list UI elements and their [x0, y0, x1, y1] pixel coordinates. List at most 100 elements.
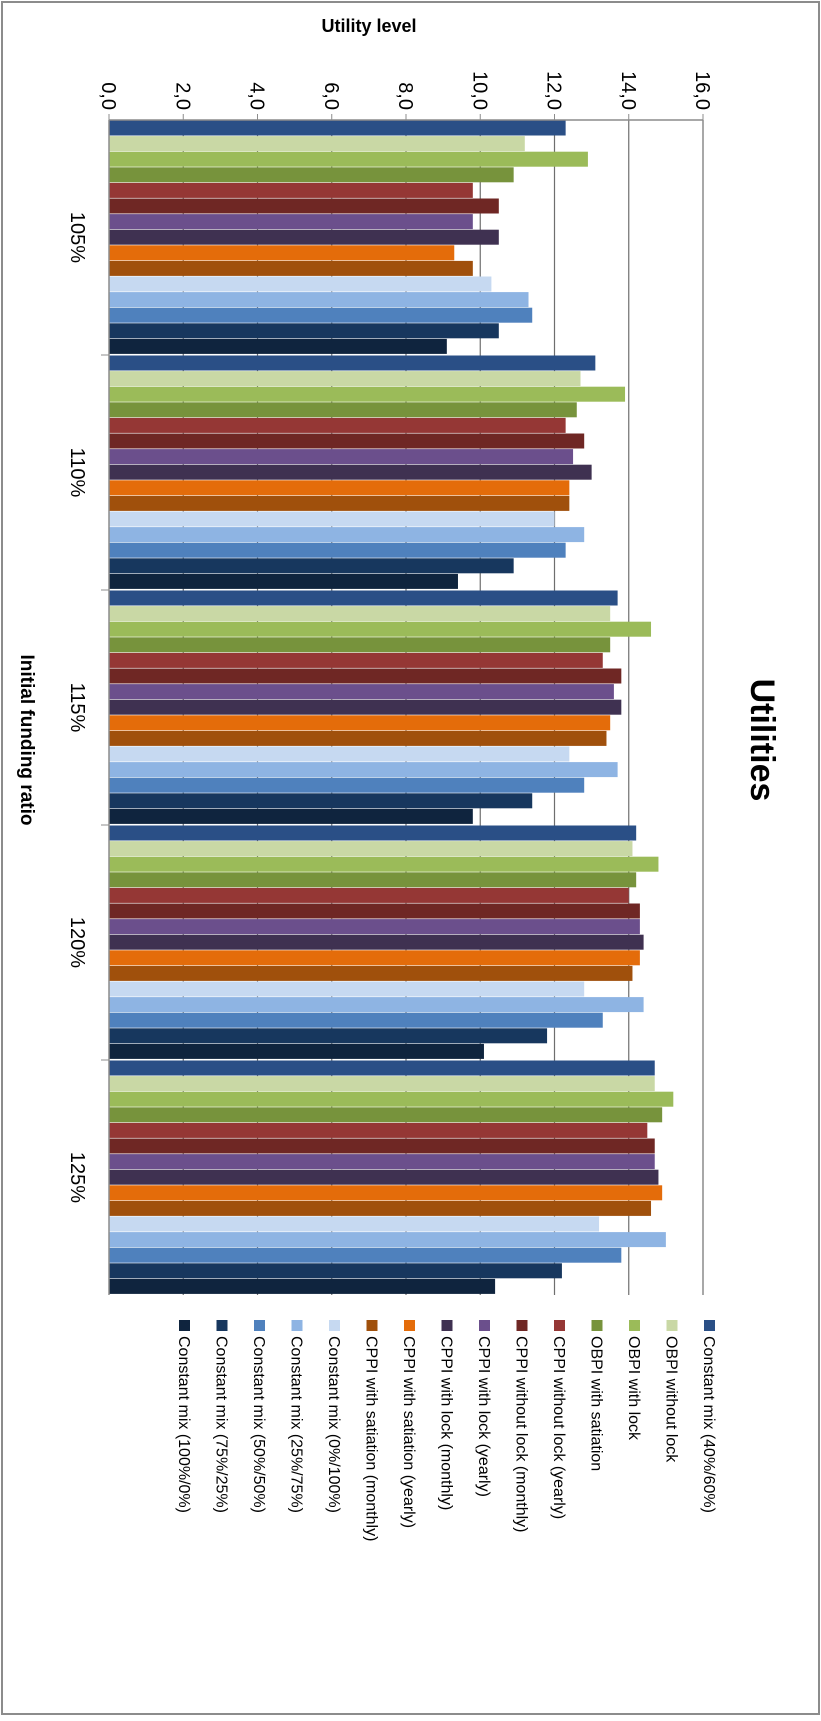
bar: [109, 386, 626, 402]
legend-item: Constant mix (25%/75%): [288, 1320, 305, 1513]
legend-label: Constant mix (40%/60%): [700, 1336, 717, 1513]
bar: [109, 872, 637, 888]
bar: [109, 511, 555, 527]
bars: [108, 120, 674, 1294]
legend-label: OBPI with satiation: [588, 1336, 605, 1471]
legend-swatch: [591, 1320, 603, 1331]
bar: [109, 1185, 663, 1201]
bar: [108, 542, 566, 558]
bar: [109, 292, 529, 308]
x-tick-label: 125%: [66, 1152, 88, 1203]
legend-swatch: [704, 1320, 715, 1331]
y-tick-label: 16,0: [691, 71, 713, 110]
bar: [109, 1028, 548, 1044]
legend-swatch: [404, 1320, 415, 1331]
bar: [109, 762, 618, 778]
bar: [108, 120, 566, 136]
x-axis-title: Initial funding ratio: [16, 655, 37, 826]
bar: [109, 1107, 663, 1123]
bar: [109, 730, 607, 746]
y-tick-label: 8,0: [394, 82, 416, 110]
bar: [109, 684, 614, 700]
bar: [109, 808, 473, 824]
legend-label: CPPI with satiation (yearly): [400, 1336, 417, 1528]
bar: [109, 198, 499, 214]
legend-label: CPPI with lock (monthly): [438, 1336, 455, 1510]
legend-swatch: [554, 1320, 565, 1331]
bar: [108, 1247, 622, 1263]
legend-label: Constant mix (25%/75%): [288, 1336, 305, 1513]
y-axis-title: Utility level: [321, 16, 416, 36]
bar: [109, 558, 514, 574]
bar: [108, 777, 585, 793]
bar: [109, 402, 577, 418]
bar: [108, 433, 585, 449]
legend-label: OBPI with lock: [625, 1336, 642, 1441]
x-tick-label: 120%: [66, 917, 88, 968]
legend-swatch: [441, 1320, 453, 1331]
bar: [109, 182, 473, 198]
bar: [109, 307, 533, 323]
legend-item: CPPI with lock (monthly): [438, 1320, 455, 1510]
bar: [109, 1122, 648, 1138]
bar: [109, 151, 588, 167]
bar: [108, 950, 640, 966]
bar: [109, 323, 499, 339]
bar: [109, 1060, 655, 1076]
x-tick-label: 115%: [66, 683, 88, 733]
y-tick-label: 12,0: [543, 71, 565, 110]
bar: [109, 997, 644, 1013]
bar: [109, 480, 570, 496]
legend-swatch: [629, 1320, 640, 1331]
bar: [109, 573, 458, 589]
bar: [108, 856, 659, 872]
bar: [109, 590, 618, 606]
bar: [109, 167, 514, 183]
legend-item: OBPI without lock: [663, 1320, 680, 1463]
legend-swatch: [329, 1320, 340, 1331]
legend-item: Constant mix (50%/50%): [250, 1320, 267, 1513]
bar: [108, 621, 652, 637]
bar: [109, 746, 570, 762]
chart-title: Utilities: [743, 679, 781, 802]
legend-label: CPPI with lock (yearly): [475, 1336, 492, 1497]
bar: [109, 637, 611, 653]
legend: Constant mix (40%/60%) OBPI without lock O…: [175, 1320, 717, 1541]
bar: [109, 1076, 655, 1092]
rotated-chart: 0,0 2,0 4,0 6,0 8,0 10,0 12,0 14,0 16,0 105% 110%…: [16, 16, 781, 1541]
legend-swatch: [666, 1320, 678, 1331]
bar: [109, 495, 570, 511]
y-tick-label: 6,0: [320, 82, 342, 110]
bar: [109, 276, 492, 292]
bar: [108, 981, 585, 997]
bar: [109, 934, 644, 950]
legend-swatch: [479, 1320, 490, 1331]
bar: [109, 1154, 655, 1170]
bar: [108, 652, 603, 668]
legend-item: CPPI with satiation (monthly): [363, 1320, 380, 1541]
bar: [109, 887, 629, 903]
y-tick-label: 10,0: [468, 71, 490, 110]
legend-label: OBPI without lock: [663, 1336, 680, 1463]
legend-item: Constant mix (100%/0%): [175, 1320, 192, 1513]
bar: [109, 793, 533, 809]
bar: [108, 1012, 603, 1028]
y-tick-label: 14,0: [617, 71, 639, 110]
legend-swatch: [291, 1320, 303, 1331]
bar: [109, 1138, 655, 1154]
legend-label: CPPI with satiation (monthly): [363, 1336, 380, 1541]
legend-label: CPPI without lock (monthly): [513, 1336, 530, 1533]
bar: [108, 1200, 652, 1216]
bar: [109, 229, 499, 245]
legend-item: CPPI without lock (yearly): [550, 1320, 567, 1519]
bar: [109, 1263, 562, 1279]
legend-swatch: [516, 1320, 528, 1331]
bar: [109, 214, 473, 230]
bar: [109, 449, 574, 465]
legend-swatch: [179, 1320, 190, 1331]
bar: [109, 355, 596, 371]
bar: [108, 668, 622, 684]
bar: [109, 371, 581, 387]
